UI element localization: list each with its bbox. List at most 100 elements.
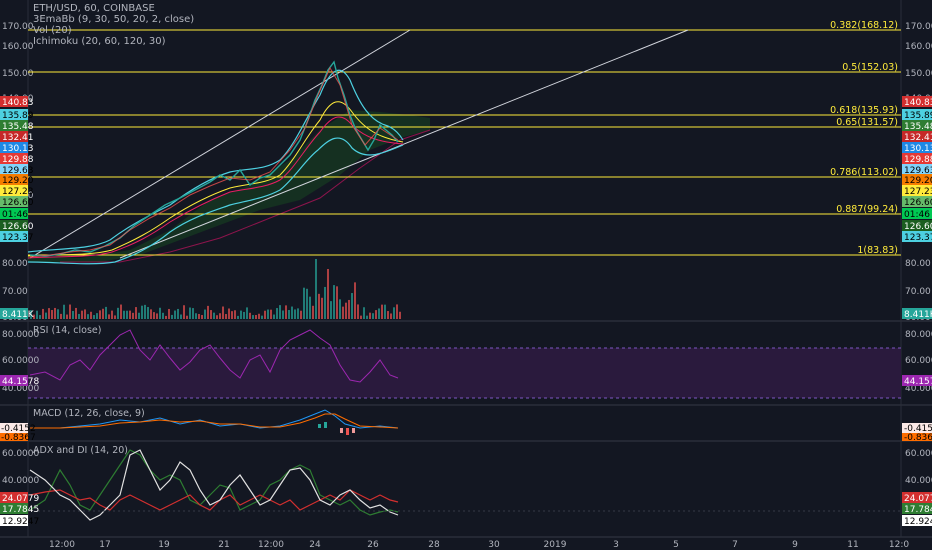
volume-bar xyxy=(69,304,71,319)
price-badge-left-label: 127.23 xyxy=(2,187,34,197)
indicator-3emabb-label[interactable]: 3EmaBb (9, 30, 50, 20, 2, close) xyxy=(33,14,194,25)
adx-badge-label: 17.7845 xyxy=(904,505,932,515)
price-tick-right: 80.00 xyxy=(905,259,931,269)
price-badge-left-label: 130.13 xyxy=(2,144,34,154)
volume-bar xyxy=(159,307,161,319)
volume-bar xyxy=(153,312,155,319)
volume-bar xyxy=(147,307,149,319)
volume-bar xyxy=(315,259,317,319)
price-tick-left: 70.00 xyxy=(2,287,28,297)
lower-trendline[interactable] xyxy=(119,29,689,259)
volume-bar xyxy=(267,309,269,319)
time-axis-label: 7 xyxy=(732,540,738,550)
price-tick-left: 150.00 xyxy=(2,69,34,79)
adx-badge-left xyxy=(0,492,28,503)
price-badge-left-label: 135.48 xyxy=(2,122,34,132)
volume-bar xyxy=(57,309,59,319)
volume-bar xyxy=(195,313,197,319)
price-badge-label: 135.48 xyxy=(904,122,932,132)
indicator-vol-label[interactable]: Vol (20) xyxy=(33,25,72,36)
price-badge xyxy=(902,231,932,242)
rsi-title[interactable]: RSI (14, close) xyxy=(33,325,101,336)
time-axis-label: 11 xyxy=(847,540,858,550)
symbol-title[interactable]: ETH/USD, 60, COINBASE xyxy=(33,3,155,14)
price-badge-left-label: 01:46 xyxy=(2,210,28,220)
price-badge-left-label: 126.60 xyxy=(2,198,34,208)
adx-title[interactable]: ADX and DI (14, 20) xyxy=(33,445,128,456)
volume-bar xyxy=(120,304,122,319)
volume-bar xyxy=(366,315,368,319)
adx-badge-left-label: 17.7845 xyxy=(2,505,39,515)
volume-bar xyxy=(156,313,158,319)
price-badge-left xyxy=(0,142,28,153)
volume-bar xyxy=(249,312,251,319)
volume-bar xyxy=(327,269,329,319)
adx-badge xyxy=(902,515,932,526)
price-badge xyxy=(902,185,932,196)
volume-bar xyxy=(117,307,119,319)
price-badge xyxy=(902,109,932,120)
macd-badge xyxy=(902,423,932,433)
time-axis[interactable]: 12:00 17 19 21 12:00 24 26 28 30 2019 3 5 7 9 11 12:0 xyxy=(49,540,909,550)
price-badge-left xyxy=(0,196,28,207)
price-badge-left xyxy=(0,308,28,319)
volume-bar xyxy=(324,286,326,319)
volume-bar xyxy=(81,310,83,319)
volume-bar xyxy=(189,307,191,319)
indicator-axis-ticks: 80.0000 80.0000 60.0000 60.0000 40.0000 40.00… xyxy=(0,330,932,527)
volume-bar xyxy=(216,315,218,319)
volume-bar xyxy=(258,313,260,319)
price-badge-label: 135.89 xyxy=(904,111,932,121)
volume-bar xyxy=(321,297,323,319)
volume-bar xyxy=(183,305,185,319)
volume-bar xyxy=(339,299,341,319)
volume-bar xyxy=(102,308,104,319)
price-badges: 140.83135.89135.48132.41130.13129.88129.… xyxy=(0,96,932,320)
volume-bar xyxy=(357,304,359,319)
macd-title[interactable]: MACD (12, 26, close, 9) xyxy=(33,408,145,419)
price-badge-left xyxy=(0,208,28,219)
left-axis xyxy=(0,0,28,537)
volume-bar xyxy=(66,314,68,319)
time-axis-label: 26 xyxy=(367,540,379,550)
price-tick-right: 150.00 xyxy=(905,69,932,79)
price-badge-left-label: 8.411K xyxy=(2,310,35,320)
adx-badge-left-label: 24.0779 xyxy=(2,494,39,504)
adx-lines xyxy=(28,449,901,521)
volume-bar xyxy=(273,314,275,319)
price-badge-left xyxy=(0,96,28,107)
volume-bar xyxy=(213,312,215,319)
volume-bar xyxy=(141,305,143,319)
volume-bar xyxy=(129,310,131,319)
macd-signal-badge-label: -0.8367 xyxy=(904,433,932,443)
price-badge-label: 8.411K xyxy=(904,310,932,320)
volume-bar xyxy=(132,312,134,319)
time-axis-label: 12:0 xyxy=(889,540,909,550)
price-badge-left-label: 140.83 xyxy=(2,98,34,108)
macd-signal-badge-left xyxy=(0,433,28,441)
volume-bar xyxy=(285,305,287,319)
fib-level-label: 0.786(113.02) xyxy=(830,167,898,178)
price-badge-label: 127.23 xyxy=(904,187,932,197)
rsi-tick-left: 60.0000 xyxy=(2,356,39,366)
price-badge-label: 129.88 xyxy=(904,155,932,165)
volume-bar xyxy=(378,308,380,319)
volume-bar xyxy=(105,306,107,319)
volume-bar xyxy=(174,310,176,319)
upper-trendline[interactable] xyxy=(29,29,411,259)
rsi-tick-left: 40.0000 xyxy=(2,384,39,394)
indicator-ichimoku-label[interactable]: Ichimoku (20, 60, 120, 30) xyxy=(33,36,166,47)
volume-bar xyxy=(39,315,41,319)
price-tick-left: 170.00 xyxy=(2,22,34,32)
volume-bar xyxy=(99,310,101,319)
rsi-badge-label: 44.1578 xyxy=(904,377,932,387)
volume-bar xyxy=(111,310,113,319)
fib-levels[interactable] xyxy=(28,29,901,256)
price-tick-right: 170.00 xyxy=(905,22,932,32)
volume-bar xyxy=(348,299,350,319)
price-badge-left xyxy=(0,120,28,131)
price-badge xyxy=(902,120,932,131)
